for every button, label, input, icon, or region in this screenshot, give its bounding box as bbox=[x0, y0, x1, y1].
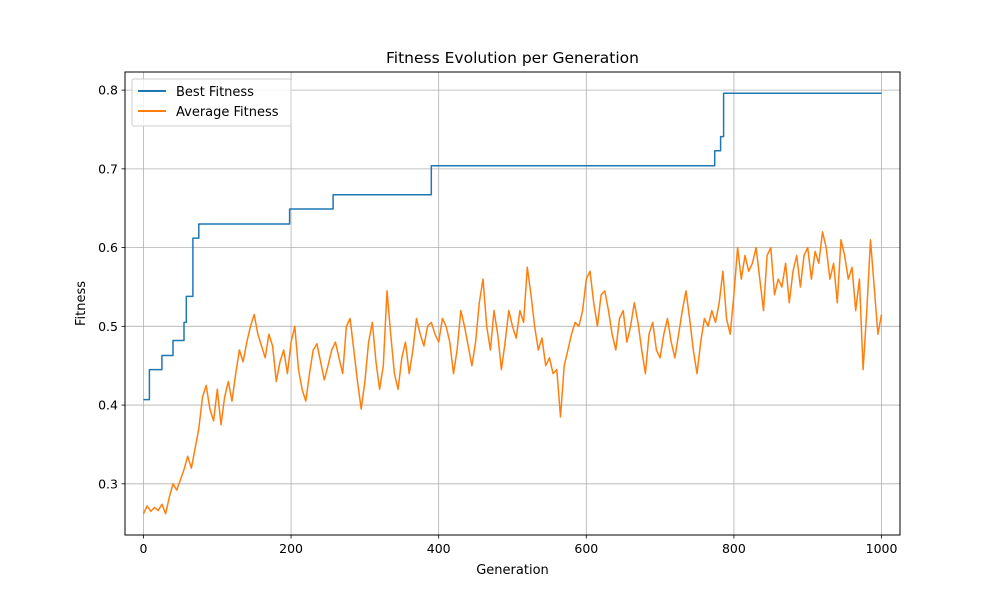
y-tick-label: 0.5 bbox=[98, 319, 118, 334]
y-tick-label: 0.3 bbox=[98, 476, 118, 491]
x-axis-label: Generation bbox=[476, 563, 549, 578]
legend-label-average-fitness: Average Fitness bbox=[176, 105, 279, 120]
axis-ticks: 0 200 400 600 800 1000 0.3 0.4 0.5 0.6 0.7 0.8 bbox=[98, 83, 897, 556]
x-tick-label: 800 bbox=[722, 541, 746, 556]
x-tick-label: 200 bbox=[279, 541, 303, 556]
y-tick-label: 0.8 bbox=[98, 83, 118, 98]
chart-title: Fitness Evolution per Generation bbox=[386, 49, 639, 67]
y-axis-label: Fitness bbox=[74, 281, 89, 326]
y-tick-label: 0.6 bbox=[98, 240, 118, 255]
x-tick-label: 600 bbox=[574, 541, 598, 556]
legend-label-best-fitness: Best Fitness bbox=[176, 85, 254, 100]
y-tick-label: 0.7 bbox=[98, 161, 118, 176]
legend-box bbox=[131, 78, 292, 127]
plot-frame bbox=[124, 71, 901, 536]
series-layer bbox=[142, 92, 883, 515]
series-line-best-fitness bbox=[143, 92, 882, 401]
x-tick-label: 400 bbox=[427, 541, 451, 556]
x-tick-label: 1000 bbox=[866, 541, 898, 556]
legend: Best Fitness Average Fitness bbox=[131, 78, 292, 127]
x-tick-label: 0 bbox=[139, 541, 147, 556]
series-line-average-fitness bbox=[142, 231, 883, 515]
y-tick-label: 0.4 bbox=[98, 398, 118, 413]
